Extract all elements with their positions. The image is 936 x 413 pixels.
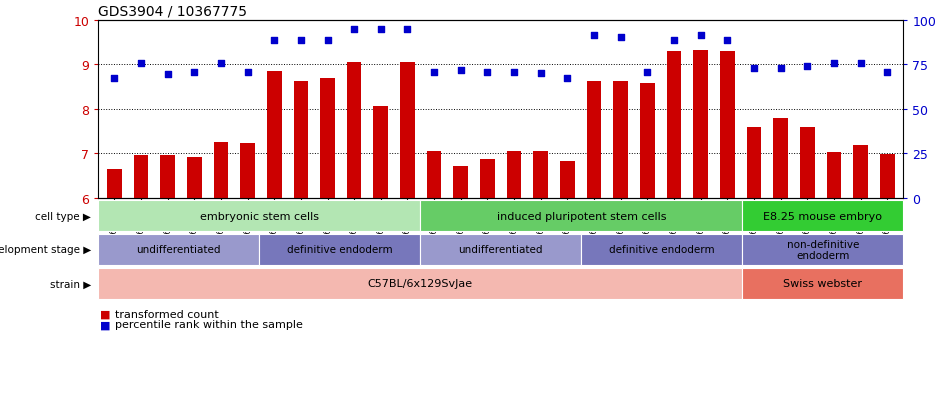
Bar	[742, 235, 903, 265]
Text: strain ▶: strain ▶	[50, 279, 91, 289]
Bar	[560, 162, 575, 198]
Point	[320, 37, 335, 44]
Point	[506, 70, 521, 76]
Point	[427, 70, 442, 76]
Text: cell type ▶: cell type ▶	[35, 211, 91, 221]
Point	[160, 71, 175, 78]
Text: undifferentiated: undifferentiated	[459, 245, 543, 255]
Point	[267, 37, 282, 44]
Point	[453, 67, 468, 74]
Point	[694, 33, 709, 40]
Bar	[427, 152, 442, 198]
Bar	[613, 82, 628, 198]
Text: C57BL/6x129SvJae: C57BL/6x129SvJae	[368, 279, 473, 289]
Point	[346, 26, 361, 33]
Text: transformed count: transformed count	[115, 309, 219, 319]
Bar	[213, 143, 228, 198]
Point	[187, 70, 202, 76]
Bar	[880, 155, 895, 198]
Bar	[347, 63, 361, 198]
Point	[213, 61, 228, 67]
Point	[747, 65, 762, 72]
Point	[400, 26, 415, 33]
Bar	[640, 84, 654, 198]
Point	[107, 75, 122, 82]
Bar	[134, 156, 148, 198]
Point	[293, 37, 308, 44]
Bar	[160, 156, 175, 198]
Bar	[320, 79, 335, 198]
Bar	[420, 235, 581, 265]
Bar	[420, 201, 742, 231]
Text: development stage ▶: development stage ▶	[0, 245, 91, 255]
Bar	[666, 52, 681, 198]
Bar	[187, 157, 201, 198]
Text: E8.25 mouse embryo: E8.25 mouse embryo	[763, 211, 883, 221]
Bar	[534, 152, 548, 198]
Bar	[241, 144, 255, 198]
Bar	[742, 268, 903, 299]
Bar	[98, 235, 259, 265]
Bar	[506, 152, 521, 198]
Point	[134, 61, 149, 67]
Bar	[800, 127, 814, 198]
Text: ■: ■	[100, 309, 110, 319]
Point	[373, 26, 388, 33]
Text: definitive endoderm: definitive endoderm	[287, 245, 392, 255]
Bar	[373, 107, 388, 198]
Point	[826, 61, 841, 67]
Bar	[401, 63, 415, 198]
Point	[799, 64, 814, 71]
Bar	[581, 235, 742, 265]
Text: percentile rank within the sample: percentile rank within the sample	[115, 320, 303, 330]
Point	[853, 61, 868, 67]
Point	[613, 34, 628, 41]
Bar	[107, 169, 122, 198]
Bar	[720, 52, 735, 198]
Bar	[294, 82, 308, 198]
Bar	[267, 72, 282, 198]
Text: induced pluripotent stem cells: induced pluripotent stem cells	[496, 211, 666, 221]
Point	[773, 65, 788, 72]
Bar	[742, 201, 903, 231]
Bar	[480, 159, 495, 198]
Bar	[98, 268, 742, 299]
Text: embryonic stem cells: embryonic stem cells	[199, 211, 319, 221]
Point	[240, 70, 255, 76]
Bar	[587, 82, 602, 198]
Point	[534, 71, 548, 77]
Bar	[826, 153, 841, 198]
Point	[720, 37, 735, 44]
Point	[640, 70, 655, 76]
Text: non-definitive
endoderm: non-definitive endoderm	[786, 239, 859, 261]
Text: Swiss webster: Swiss webster	[783, 279, 862, 289]
Text: definitive endoderm: definitive endoderm	[609, 245, 714, 255]
Point	[587, 33, 602, 40]
Bar	[773, 118, 788, 198]
Bar	[259, 235, 420, 265]
Bar	[694, 51, 708, 198]
Text: ■: ■	[100, 320, 110, 330]
Bar	[747, 127, 761, 198]
Point	[560, 76, 575, 83]
Point	[480, 70, 495, 76]
Text: undifferentiated: undifferentiated	[137, 245, 221, 255]
Point	[666, 37, 681, 44]
Point	[880, 70, 895, 76]
Bar	[453, 166, 468, 198]
Bar	[854, 146, 868, 198]
Text: GDS3904 / 10367775: GDS3904 / 10367775	[98, 4, 247, 18]
Bar	[98, 201, 420, 231]
